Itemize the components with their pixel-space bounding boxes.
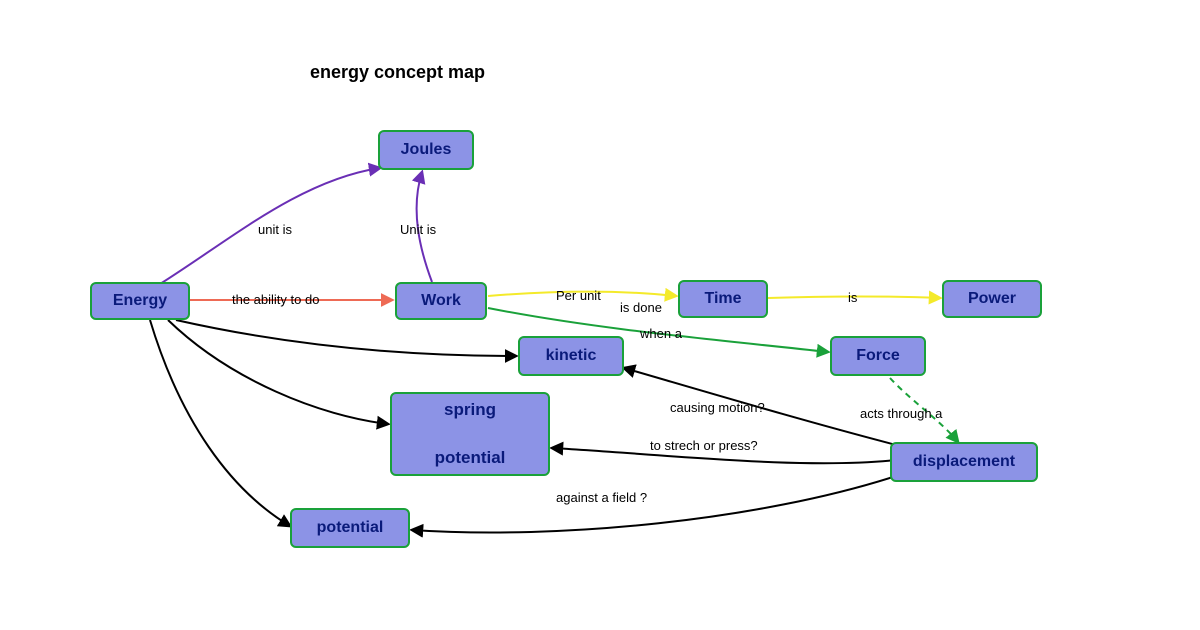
edge-label-work-time: Per unit (556, 288, 601, 303)
edge-disp-potential (412, 476, 896, 533)
node-kinetic: kinetic (518, 336, 624, 376)
edge-energy-kinetic (176, 320, 516, 356)
node-spring-potential: spring potential (390, 392, 550, 476)
edge-label-force-displacement: acts through a (860, 406, 942, 421)
diagram-title: energy concept map (310, 62, 485, 83)
edge-label-disp-kinetic: causing motion? (670, 400, 765, 415)
edge-label-time-power: is (848, 290, 857, 305)
edge-label2-work-force: when a (640, 326, 682, 341)
edge-label-work-force: is done (620, 300, 662, 315)
node-displacement: displacement (890, 442, 1038, 482)
node-time: Time (678, 280, 768, 318)
edge-label-disp-spring: to strech or press? (650, 438, 758, 453)
node-work: Work (395, 282, 487, 320)
node-joules: Joules (378, 130, 474, 170)
edge-label-energy-joules: unit is (258, 222, 292, 237)
node-energy: Energy (90, 282, 190, 320)
edge-label-disp-potential: against a field ? (556, 490, 647, 505)
node-power: Power (942, 280, 1042, 318)
edge-label-energy-work: the ability to do (232, 292, 319, 307)
node-potential: potential (290, 508, 410, 548)
node-force: Force (830, 336, 926, 376)
edge-label-work-joules: Unit is (400, 222, 436, 237)
edge-energy-spring (168, 320, 388, 424)
concept-map-canvas: energy concept map Energy Joules Work Ti… (0, 0, 1200, 630)
edge-energy-potential (150, 320, 290, 526)
